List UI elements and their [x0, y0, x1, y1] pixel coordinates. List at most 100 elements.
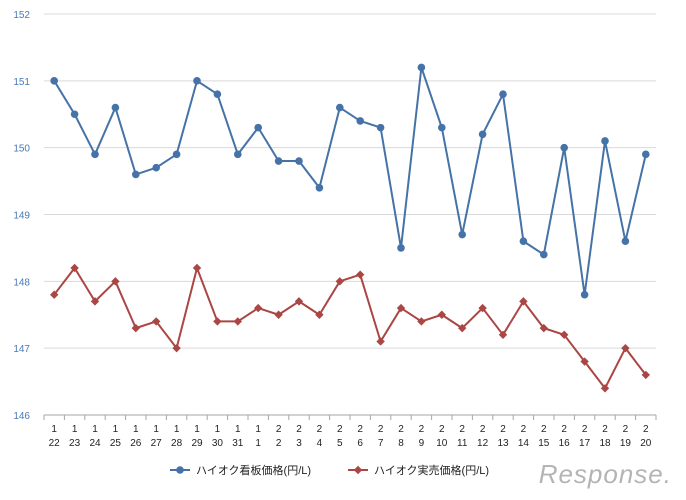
x-tick-label-day: 24	[89, 438, 101, 449]
x-tick-label-month: 2	[296, 424, 302, 435]
data-point	[601, 137, 609, 145]
series-2	[50, 263, 650, 393]
y-axis: 146 147 148 149 150 151 152	[13, 10, 30, 422]
x-tick-label-day: 5	[337, 438, 343, 449]
x-tick-label-month: 1	[51, 424, 57, 435]
x-tick-label-day: 20	[640, 438, 652, 449]
data-point	[254, 123, 262, 132]
x-tick-label-day: 25	[110, 438, 122, 449]
data-point	[478, 130, 487, 139]
x-tick-label-month: 2	[337, 424, 343, 435]
x-tick-label-month: 1	[72, 424, 78, 435]
data-point	[417, 317, 426, 326]
series-1	[50, 63, 650, 299]
x-tick-label-month: 2	[357, 424, 363, 435]
x-tick-label-month: 1	[153, 424, 159, 435]
x-tick-label-day: 15	[538, 438, 550, 449]
y-tick-label: 150	[13, 144, 30, 155]
x-tick-label-day: 10	[436, 438, 448, 449]
data-point	[193, 77, 201, 85]
data-point	[498, 330, 508, 339]
x-tick-label-month: 2	[480, 424, 486, 435]
x-tick-label-month: 2	[439, 424, 445, 435]
x-tick-label-month: 1	[92, 424, 98, 435]
data-point	[172, 343, 181, 353]
x-tick-label-day: 18	[599, 438, 611, 449]
data-point	[70, 263, 79, 273]
data-point	[111, 103, 120, 112]
x-tick-label-day: 19	[620, 438, 632, 449]
data-point	[519, 237, 528, 246]
x-tick-label-day: 28	[171, 438, 183, 449]
data-point	[131, 323, 140, 333]
data-point	[91, 150, 99, 159]
data-point	[560, 143, 568, 152]
x-tick-label-day: 30	[212, 438, 224, 449]
x-tick-label-month: 2	[582, 424, 588, 435]
data-point	[274, 310, 283, 319]
x-axis: 1221231241251261271281291301311122232425…	[43, 414, 657, 449]
x-tick-label-month: 2	[541, 424, 547, 435]
x-tick-label-month: 2	[459, 424, 465, 435]
x-tick-label-month: 1	[174, 424, 180, 435]
x-tick-label-day: 23	[69, 438, 81, 449]
data-point	[213, 90, 222, 98]
data-point	[642, 150, 650, 159]
data-point	[234, 150, 242, 159]
x-tick-label-day: 22	[49, 438, 61, 449]
x-tick-label-month: 1	[113, 424, 119, 435]
x-tick-label-month: 1	[255, 424, 261, 435]
data-point	[152, 163, 160, 172]
response-watermark: Response.	[538, 459, 672, 489]
data-point	[111, 277, 120, 286]
data-point	[192, 263, 202, 273]
x-tick-label-month: 2	[419, 424, 425, 435]
x-tick-label-month: 2	[643, 424, 649, 435]
data-point	[335, 277, 344, 286]
x-tick-label-day: 29	[191, 438, 203, 449]
data-point	[539, 323, 548, 333]
data-point	[621, 343, 630, 353]
x-tick-label-day: 12	[477, 438, 489, 449]
gridlines	[44, 13, 656, 349]
x-tick-label-month: 1	[235, 424, 241, 435]
data-point	[621, 237, 630, 246]
x-tick-label-day: 8	[398, 438, 404, 449]
legend-marker	[353, 465, 363, 475]
data-point	[519, 297, 528, 306]
data-point	[376, 123, 385, 132]
x-tick-label-month: 1	[133, 424, 139, 435]
legend-marker	[176, 466, 184, 474]
data-point	[132, 170, 140, 179]
x-tick-label-month: 2	[521, 424, 527, 435]
data-point	[641, 370, 650, 380]
x-tick-label-day: 17	[579, 438, 591, 449]
x-tick-label-day: 27	[151, 438, 163, 449]
x-tick-label-day: 14	[518, 438, 530, 449]
legend-label: ハイオク実売価格(円/L)	[374, 463, 489, 477]
data-point	[90, 297, 100, 306]
data-point	[50, 290, 59, 299]
y-tick-label: 151	[13, 77, 30, 88]
data-point	[396, 303, 406, 313]
data-point	[70, 110, 79, 119]
x-tick-label-month: 2	[317, 424, 323, 435]
x-tick-label-day: 31	[232, 438, 244, 449]
y-tick-label: 148	[13, 277, 30, 288]
data-point	[294, 297, 304, 306]
x-tick-label-day: 13	[497, 438, 509, 449]
data-point	[152, 317, 161, 326]
data-point	[356, 270, 365, 279]
x-tick-label-month: 2	[276, 424, 282, 435]
data-point	[254, 303, 263, 313]
data-point	[580, 290, 589, 299]
x-tick-label-month: 2	[602, 424, 608, 435]
data-point	[417, 63, 426, 72]
data-point	[438, 123, 446, 132]
data-point	[356, 117, 365, 125]
y-tick-label: 152	[13, 10, 30, 21]
data-point	[315, 310, 324, 319]
x-tick-label-day: 26	[130, 438, 142, 449]
data-point	[458, 230, 467, 239]
